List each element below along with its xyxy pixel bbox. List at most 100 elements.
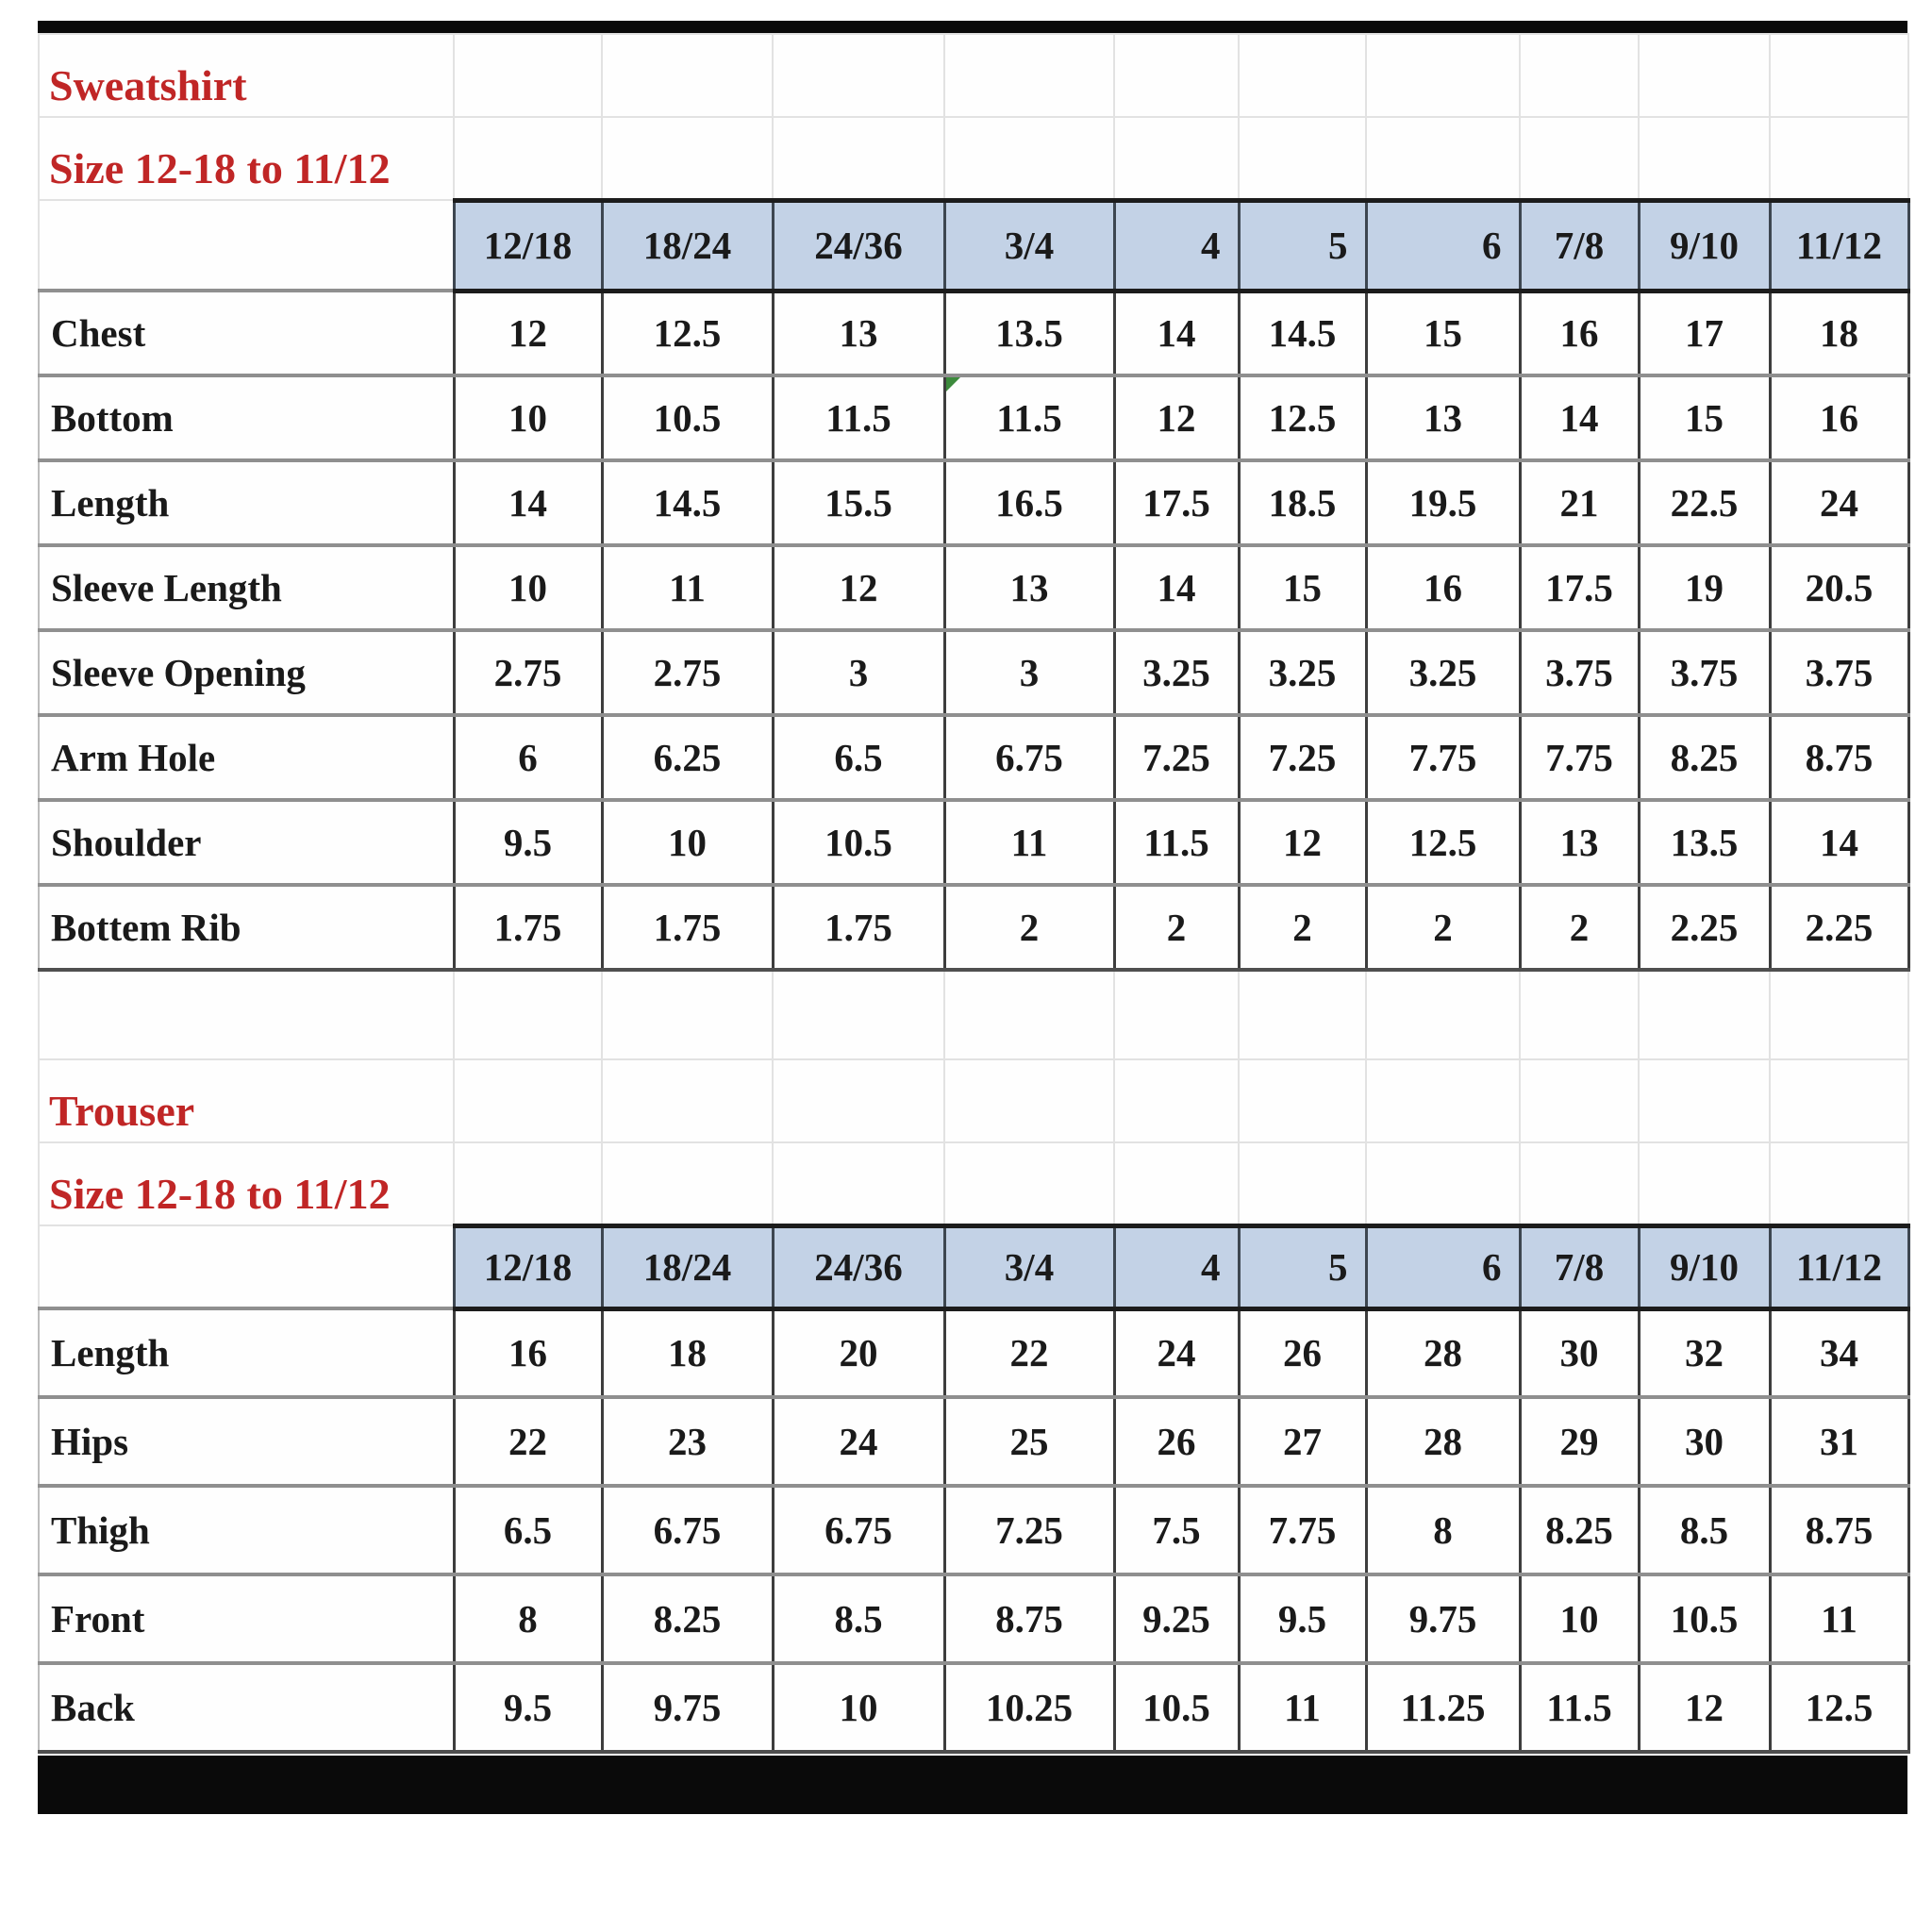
measurement-label: Arm Hole <box>38 713 456 802</box>
measurement-value: 7.75 <box>1518 713 1641 802</box>
measurement-value: 2 <box>1112 883 1241 972</box>
measurement-value: 13 <box>1518 798 1641 887</box>
measurement-value: 2.25 <box>1637 883 1772 972</box>
measurement-value: 9.75 <box>1364 1573 1522 1665</box>
measurement-value: 8.5 <box>771 1573 946 1665</box>
empty-cell <box>453 1058 603 1143</box>
empty-cell <box>1365 969 1521 1060</box>
measurement-label: Bottom <box>38 374 456 462</box>
measurement-value: 12 <box>1637 1661 1772 1754</box>
measurement-value: 17.5 <box>1112 458 1241 547</box>
measurement-value: 9.5 <box>452 1661 604 1754</box>
measurement-value: 13 <box>1364 374 1522 462</box>
measurement-value: 12.5 <box>600 289 774 377</box>
measurement-value: 7.25 <box>1112 713 1241 802</box>
empty-cell <box>1519 33 1640 118</box>
measurement-value: 8 <box>452 1573 604 1665</box>
measurement-value: 10.25 <box>942 1661 1116 1754</box>
measurement-value: 24 <box>771 1395 946 1488</box>
section-title: Trouser <box>38 1058 455 1143</box>
empty-cell <box>1769 1058 1909 1143</box>
empty-cell <box>1113 1058 1240 1143</box>
empty-cell <box>601 969 774 1060</box>
top-black-bar <box>38 21 1907 33</box>
empty-cell <box>1519 969 1640 1060</box>
measurement-label: Length <box>38 1307 456 1399</box>
empty-cell <box>453 1141 603 1226</box>
measurement-value: 15 <box>1237 543 1368 632</box>
size-column-header: 3/4 <box>942 197 1116 293</box>
measurement-value: 32 <box>1637 1307 1772 1399</box>
size-column-header: 7/8 <box>1518 197 1641 293</box>
measurement-value: 12 <box>452 289 604 377</box>
measurement-value: 6.75 <box>771 1484 946 1576</box>
size-column-header: 12/18 <box>452 1223 604 1311</box>
size-chart-table: Sweatshirt Size 12-18 to 11/12 12/18 18/24 2… <box>38 33 1910 1754</box>
empty-cell <box>1638 1058 1771 1143</box>
measurement-value: 12 <box>1112 374 1241 462</box>
measurement-value: 3.75 <box>1637 628 1772 717</box>
measurement-value: 6.75 <box>942 713 1116 802</box>
measurement-value: 27 <box>1237 1395 1368 1488</box>
size-column-header: 9/10 <box>1637 1223 1772 1311</box>
measurement-value: 9.75 <box>600 1661 774 1754</box>
measurement-value: 1.75 <box>600 883 774 972</box>
measurement-value: 2 <box>1237 883 1368 972</box>
measurement-value: 11.5 <box>771 374 946 462</box>
measurement-value: 23 <box>600 1395 774 1488</box>
measurement-value: 16 <box>1768 374 1910 462</box>
measurement-value: 10 <box>452 543 604 632</box>
measurement-value: 30 <box>1518 1307 1641 1399</box>
measurement-value: 9.25 <box>1112 1573 1241 1665</box>
measurement-value: 14 <box>1112 289 1241 377</box>
measurement-value: 3.25 <box>1112 628 1241 717</box>
measurement-value: 30 <box>1637 1395 1772 1488</box>
measurement-label: Chest <box>38 289 456 377</box>
measurement-value: 1.75 <box>452 883 604 972</box>
measurement-value: 1.75 <box>771 883 946 972</box>
size-column-header: 12/18 <box>452 197 604 293</box>
section-subtitle: Size 12-18 to 11/12 <box>38 116 455 201</box>
measurement-value: 15 <box>1364 289 1522 377</box>
measurement-value: 29 <box>1518 1395 1641 1488</box>
comment-flag-icon <box>947 379 960 391</box>
empty-cell <box>1638 116 1771 201</box>
empty-cell <box>1769 969 1909 1060</box>
empty-cell <box>1238 116 1367 201</box>
empty-cell <box>1365 1141 1521 1226</box>
size-column-header: 6 <box>1364 197 1522 293</box>
measurement-value: 11 <box>600 543 774 632</box>
measurement-value: 3 <box>942 628 1116 717</box>
measurement-value: 22.5 <box>1637 458 1772 547</box>
size-column-header: 18/24 <box>600 1223 774 1311</box>
measurement-value: 28 <box>1364 1307 1522 1399</box>
empty-cell <box>943 116 1115 201</box>
empty-cell <box>1238 1058 1367 1143</box>
empty-cell <box>1638 33 1771 118</box>
measurement-label: Front <box>38 1573 456 1665</box>
measurement-value: 11.5 <box>942 374 1116 462</box>
size-column-header: 11/12 <box>1768 1223 1910 1311</box>
measurement-value: 2 <box>1518 883 1641 972</box>
measurement-value: 10 <box>452 374 604 462</box>
empty-cell <box>1113 969 1240 1060</box>
measurement-value: 22 <box>452 1395 604 1488</box>
empty-cell <box>1365 33 1521 118</box>
measurement-value: 7.75 <box>1364 713 1522 802</box>
measurement-value: 7.25 <box>942 1484 1116 1576</box>
measurement-value: 17.5 <box>1518 543 1641 632</box>
measurement-value: 14 <box>452 458 604 547</box>
measurement-value: 21 <box>1518 458 1641 547</box>
empty-cell <box>453 969 603 1060</box>
measurement-value: 16 <box>1364 543 1522 632</box>
measurement-value: 11.5 <box>1112 798 1241 887</box>
measurement-value: 12 <box>1237 798 1368 887</box>
measurement-value: 10.5 <box>771 798 946 887</box>
measurement-value: 11.5 <box>1518 1661 1641 1754</box>
empty-cell <box>1365 116 1521 201</box>
empty-cell <box>1113 33 1240 118</box>
size-column-header: 5 <box>1237 197 1368 293</box>
size-column-header: 5 <box>1237 1223 1368 1311</box>
empty-cell <box>1769 33 1909 118</box>
empty-cell <box>772 33 945 118</box>
